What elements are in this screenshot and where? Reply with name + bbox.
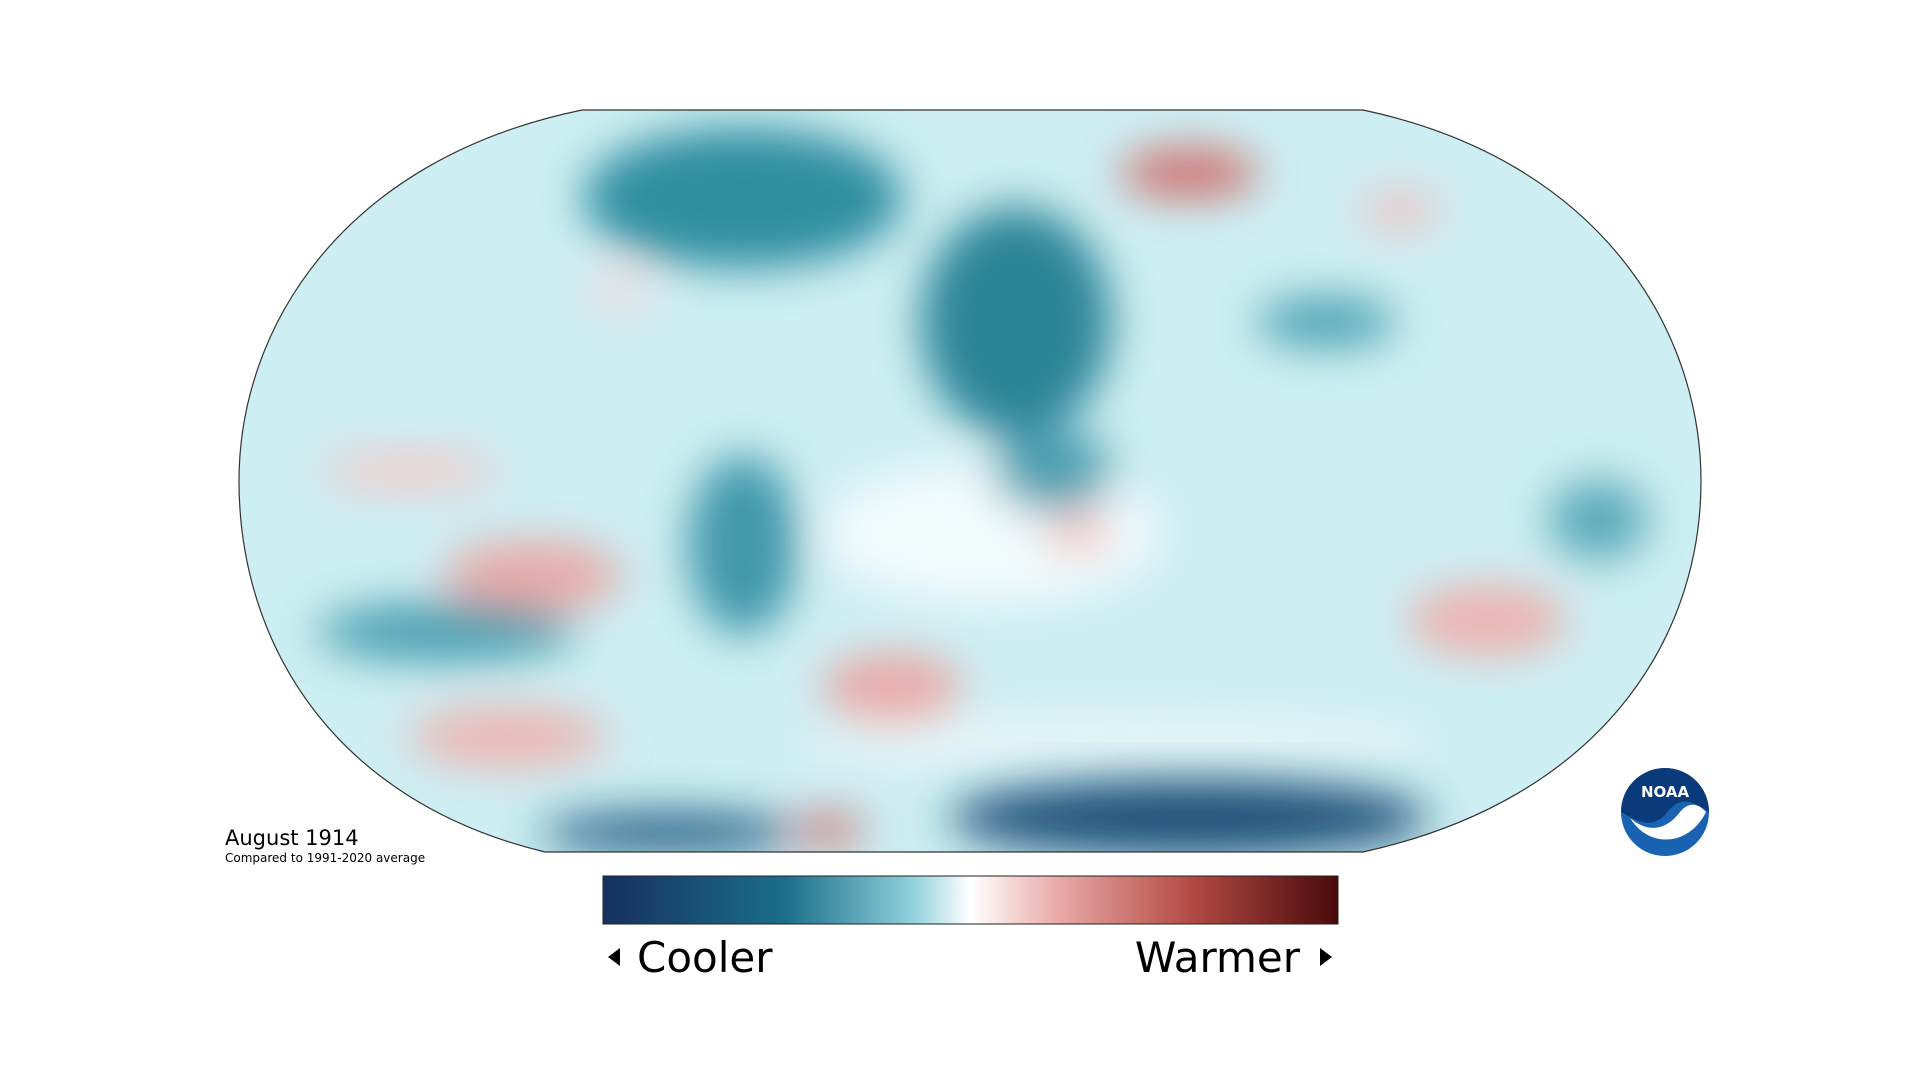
map-title: August 1914 <box>225 826 359 850</box>
map-subtitle: Compared to 1991-2020 average <box>225 851 425 865</box>
legend-high: Warmer <box>1135 933 1301 982</box>
arrow-right <box>1320 948 1332 966</box>
legend-low: Cooler <box>637 933 773 982</box>
logo-text: NOAA <box>1641 783 1690 801</box>
anomaly-map <box>239 110 1701 852</box>
arrow-left <box>608 948 620 966</box>
color-scale <box>602 875 1339 925</box>
map-outline <box>238 109 1702 853</box>
noaa-logo: NOAA <box>1621 768 1709 856</box>
